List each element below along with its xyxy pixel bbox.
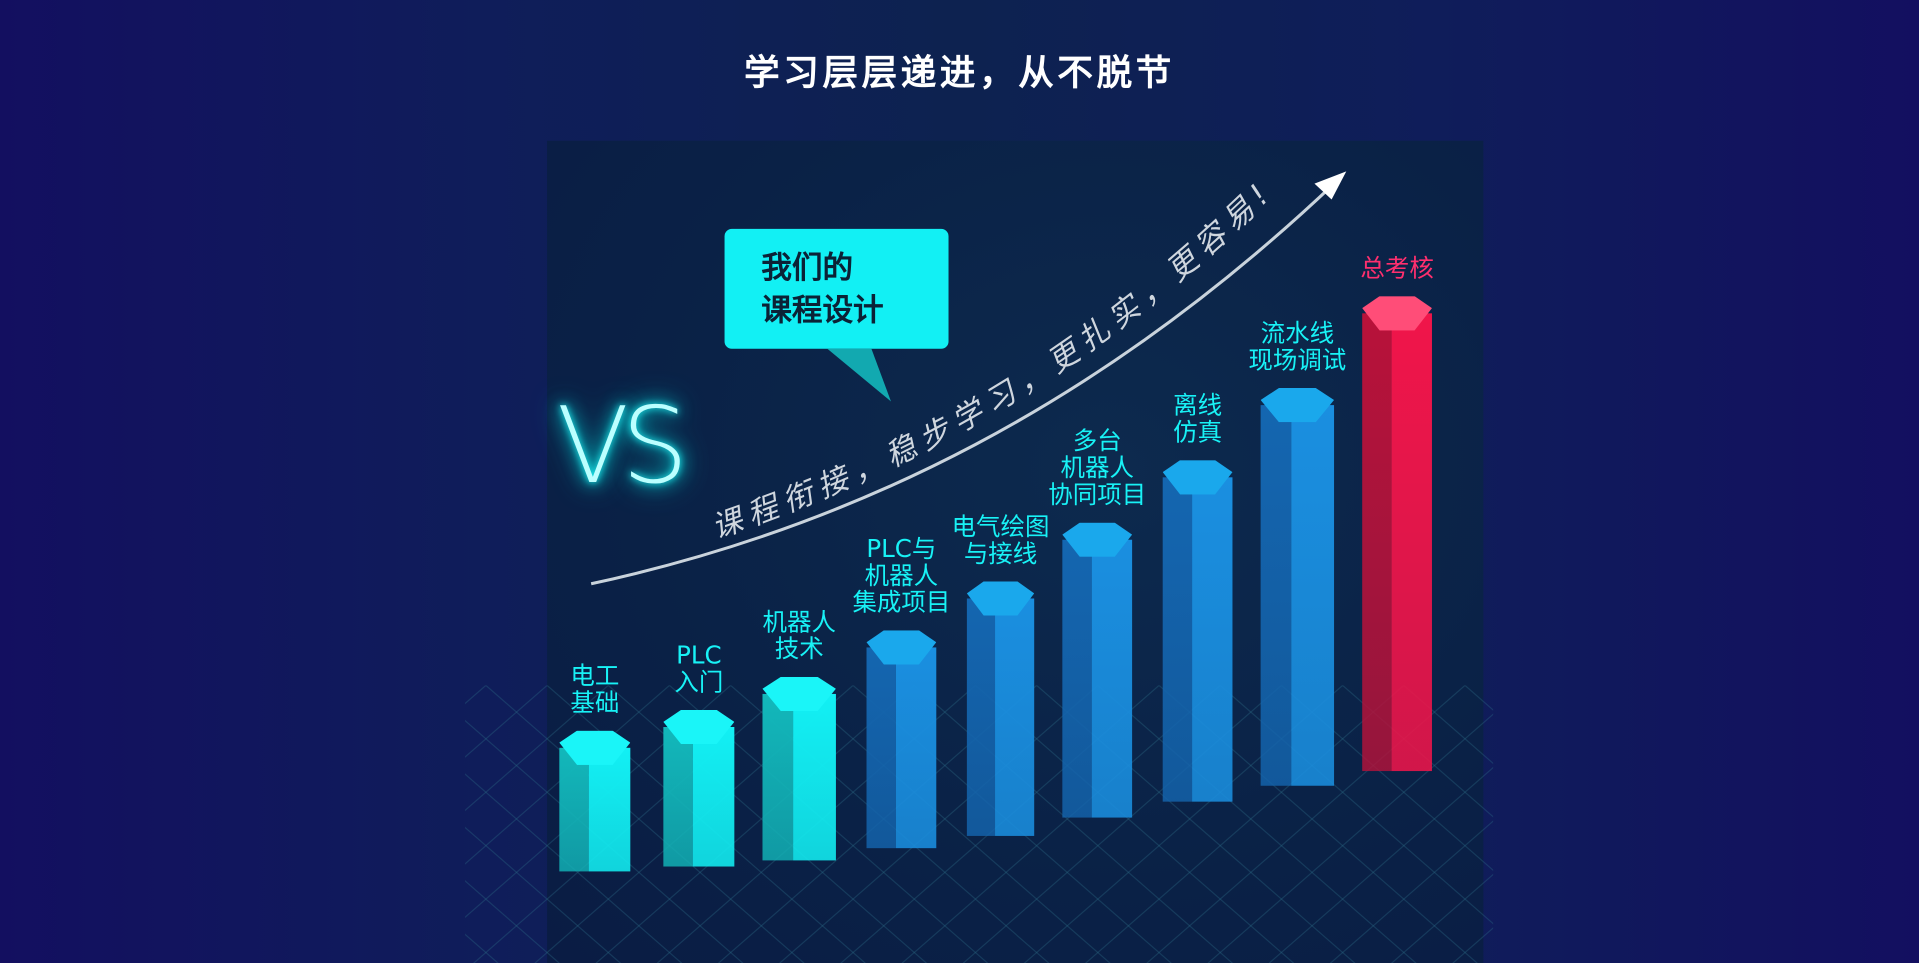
stage-label-line: 基础: [570, 687, 620, 718]
stage-label-line: 机器人: [1060, 452, 1134, 483]
stage-label: 离线 仿真: [1173, 392, 1222, 446]
stage-label-line: 多台: [1072, 425, 1122, 456]
stage-bar: [663, 709, 735, 867]
stage-label-line: 与接线: [963, 538, 1038, 568]
stage-bar: [866, 630, 937, 849]
stage-bar: [1062, 522, 1133, 818]
vs-logo: VS: [556, 385, 689, 508]
stage-label-line: 技术: [774, 633, 824, 664]
stage-label-line: 入门: [674, 667, 724, 697]
stage-label-line: 电工: [570, 660, 620, 691]
stage-label-line: 离线: [1173, 390, 1223, 420]
stage-bar: [762, 676, 836, 861]
stage-bar: [1362, 296, 1432, 772]
bubble-line-2: 课程设计: [761, 292, 884, 329]
stage-label-line: 仿真: [1173, 417, 1223, 447]
stage-label: 总考核: [1360, 255, 1433, 282]
stage-label-line: 集成项目: [852, 587, 951, 617]
stage-label: 电气绘图 与接线: [952, 513, 1050, 567]
stage-label-line: 协同项目: [1048, 479, 1147, 510]
stage-label: PLC与 机器人 集成项目: [852, 535, 950, 616]
stage-label: 多台 机器人 协同项目: [1048, 427, 1146, 508]
bubble-line-1: 我们的: [761, 249, 854, 286]
stage-bar: [1162, 460, 1233, 802]
page-title: 学习层层递进，从不脱节: [744, 51, 1175, 94]
stage-label-line: 总考核: [1360, 253, 1434, 283]
stage-label: PLC 入门: [674, 641, 723, 695]
stage-label-line: PLC与: [866, 533, 937, 563]
stage-label-line: 流水线: [1260, 318, 1335, 348]
stage-label-line: 电气绘图: [951, 511, 1050, 541]
stage-bar: [559, 730, 631, 872]
stage-label-line: PLC: [676, 640, 722, 670]
stage-label-line: 现场调试: [1248, 345, 1347, 375]
stage-label: 电工 基础: [570, 662, 619, 716]
arrow-head-icon: [1314, 171, 1347, 200]
speech-bubble: 我们的 课程设计: [724, 228, 949, 349]
stage-label: 机器人 技术: [762, 608, 835, 662]
stage-label: 流水线 现场调试: [1248, 319, 1346, 373]
stage-label-line: 机器人: [762, 607, 836, 637]
stage-bar: [1260, 387, 1335, 786]
stage-label-line: 机器人: [864, 560, 939, 590]
stage-bar: [966, 581, 1035, 836]
